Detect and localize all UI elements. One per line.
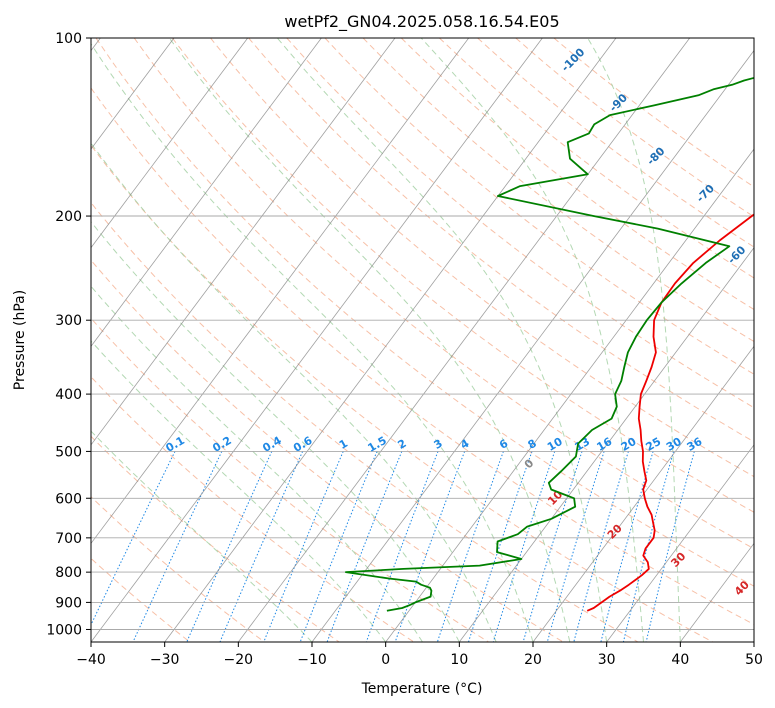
isotherm-line [458, 247, 754, 642]
mixing-ratio-line [263, 451, 344, 642]
mixing-ratio-line [645, 451, 695, 642]
mixing-ratio-line [600, 451, 654, 642]
dry-adiabat-line [91, 317, 489, 642]
isotherm-line [91, 38, 543, 642]
isotherm-line [91, 38, 396, 446]
isotherm-line [91, 38, 175, 150]
isotherm-line [164, 38, 617, 642]
dry-adiabat-line [286, 38, 754, 409]
dry-adiabat-line [324, 38, 754, 375]
mixing-ratio-line [546, 451, 605, 642]
y-tick-label: 100 [55, 31, 82, 47]
x-tick-label: −10 [297, 652, 327, 668]
y-tick-label: 300 [55, 313, 82, 329]
x-tick-label: −30 [150, 652, 180, 668]
y-axis-ticks: 100 200 300 400 500 600 700 800 900 1000 [46, 31, 91, 638]
y-tick-label: 200 [55, 209, 82, 225]
mixing-ratio-line [394, 451, 466, 642]
moist-adiabat-label: -50 [769, 288, 775, 311]
y-tick-label: 500 [55, 444, 82, 460]
dry-adiabat-line [91, 144, 713, 642]
isotherm-line [237, 38, 691, 642]
y-tick-label: 700 [55, 531, 82, 547]
isotherm-line [91, 38, 249, 249]
dry-adiabat-line [91, 201, 639, 642]
mixing-ratio-line [573, 451, 629, 642]
moist-adiabat-line [168, 38, 571, 642]
x-tick-label: 50 [745, 652, 763, 668]
y-tick-label: 900 [55, 595, 82, 611]
moist-adiabat-line [420, 38, 644, 642]
x-tick-label: −40 [76, 652, 106, 668]
moist-adiabat-line [91, 340, 387, 642]
mixing-ratio-line [299, 451, 378, 642]
dry-adiabats [91, 38, 754, 642]
dry-adiabat-line [133, 38, 754, 550]
dry-adiabat-line [91, 376, 415, 642]
x-tick-label: 20 [524, 652, 542, 668]
plot-background [91, 38, 754, 642]
moist-adiabats [91, 38, 681, 642]
moist-adiabat-line [91, 220, 460, 642]
dry-adiabat-line [91, 259, 564, 642]
x-tick-label: −20 [224, 652, 254, 668]
y-tick-label: 400 [55, 387, 82, 403]
dewpoint-line [344, 76, 754, 612]
moist-adiabat-line [276, 38, 608, 642]
mixing-ratio-line [326, 451, 403, 642]
mixing-ratio-line [365, 451, 439, 642]
mixing-ratio-line [91, 451, 176, 626]
x-tick-label: 30 [598, 652, 616, 668]
profile-series [344, 76, 754, 612]
isotherm-line [532, 345, 754, 642]
dry-adiabat-line [95, 38, 754, 587]
moist-adiabat-line [587, 38, 681, 642]
dry-adiabat-line [439, 38, 754, 279]
y-tick-label: 800 [55, 565, 82, 581]
isotherm-line [91, 38, 470, 545]
x-tick-label: 40 [671, 652, 689, 668]
chart-title: wetPf2_GN04.2025.058.16.54.E05 [284, 12, 559, 32]
isotherm-line [753, 641, 754, 642]
dry-adiabat-line [171, 38, 754, 513]
dry-adiabat-line [91, 87, 754, 626]
y-axis-label: Pressure (hPa) [12, 290, 28, 390]
x-axis-ticks: −40 −30 −20 −10 0 10 20 30 40 50 [76, 642, 763, 668]
moist-adiabat-line [91, 142, 497, 642]
isotherm-line [606, 444, 754, 642]
isotherm-line [311, 49, 754, 642]
x-axis-label: Temperature (°C) [361, 681, 483, 697]
isotherms [91, 38, 754, 642]
moist-adiabat-line [91, 430, 313, 642]
isotherm-line [385, 148, 754, 642]
x-tick-label: 10 [450, 652, 468, 668]
dry-adiabat-line [515, 38, 754, 218]
moist-adiabat-line [91, 42, 534, 642]
isotherm-line [91, 38, 322, 347]
temperature-line [586, 213, 754, 612]
dry-adiabat-line [362, 38, 754, 343]
dry-adiabat-line [400, 38, 754, 311]
mixing-ratio-line [436, 451, 504, 642]
y-tick-label: 600 [55, 491, 82, 507]
dry-adiabat-line [210, 38, 754, 478]
plot-frame [90, 37, 755, 643]
moist-adiabat-line [91, 285, 423, 642]
dry-adiabat-line [553, 38, 754, 188]
y-tick-label: 1000 [46, 622, 82, 638]
x-tick-label: 0 [381, 652, 390, 668]
mixing-ratio-line [132, 451, 223, 642]
